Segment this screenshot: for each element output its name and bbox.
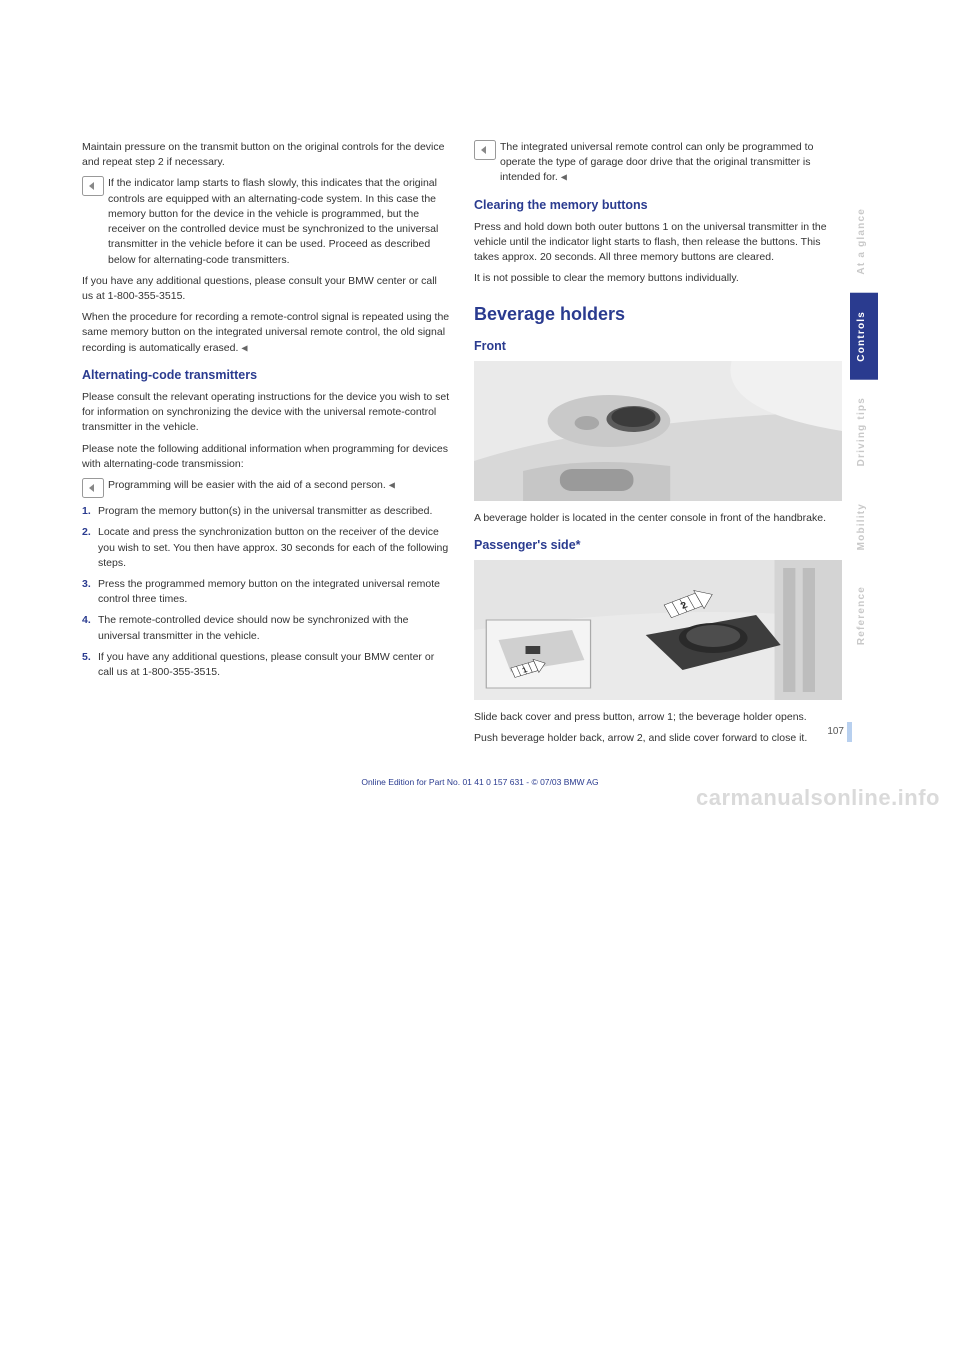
sidebar-tabs: At a glance Controls Driving tips Mobili…	[850, 190, 878, 663]
figure-label: VB04930US	[474, 458, 478, 497]
heading-alternating-code: Alternating-code transmitters	[82, 366, 450, 384]
tip-text: If the indicator lamp starts to flash sl…	[108, 176, 450, 267]
figure-front-holder: VB04930US	[474, 361, 842, 501]
figure-label: VB04940US	[474, 658, 478, 697]
para-clear-buttons: Press and hold down both outer buttons 1…	[474, 220, 842, 266]
tip-second-person: Programming will be easier with the aid …	[82, 478, 450, 498]
heading-clearing-memory: Clearing the memory buttons	[474, 196, 842, 214]
list-text: Program the memory button(s) in the univ…	[98, 504, 450, 519]
list-text: Locate and press the synchronization but…	[98, 525, 450, 571]
list-item: 1.Program the memory button(s) in the un…	[82, 504, 450, 519]
tip-garage-door: The integrated universal remote control …	[474, 140, 842, 186]
para-repeat-erase: When the procedure for recording a remot…	[82, 310, 450, 356]
programming-steps-list: 1.Program the memory button(s) in the un…	[82, 504, 450, 680]
tip-second-person-text: Programming will be easier with the aid …	[108, 479, 386, 491]
tip-text: Programming will be easier with the aid …	[108, 478, 450, 493]
tab-reference[interactable]: Reference	[850, 568, 878, 663]
page-number: 107	[827, 726, 844, 737]
para-front-holder: A beverage holder is located in the cent…	[474, 511, 842, 526]
list-text: If you have any additional questions, pl…	[98, 650, 450, 680]
tab-mobility[interactable]: Mobility	[850, 485, 878, 568]
end-marker-icon: ◀	[241, 343, 247, 352]
tab-at-a-glance[interactable]: At a glance	[850, 190, 878, 293]
right-column: The integrated universal remote control …	[474, 140, 878, 753]
page-number-bar	[847, 722, 852, 742]
list-number: 2.	[82, 525, 98, 571]
para-note-additional: Please note the following additional inf…	[82, 442, 450, 472]
watermark: carmanualsonline.info	[696, 785, 940, 811]
list-item: 5.If you have any additional questions, …	[82, 650, 450, 680]
tip-icon	[82, 176, 104, 196]
list-number: 5.	[82, 650, 98, 680]
heading-front: Front	[474, 337, 842, 355]
tab-driving-tips[interactable]: Driving tips	[850, 379, 878, 484]
end-marker-icon: ◀	[561, 173, 567, 182]
list-number: 1.	[82, 504, 98, 519]
list-item: 2.Locate and press the synchronization b…	[82, 525, 450, 571]
end-marker-icon: ◀	[389, 480, 395, 489]
para-clear-individually: It is not possible to clear the memory b…	[474, 271, 842, 286]
para-additional-questions-1: If you have any additional questions, pl…	[82, 274, 450, 304]
heading-beverage-holders: Beverage holders	[474, 301, 842, 327]
left-column: Maintain pressure on the transmit button…	[82, 140, 450, 753]
tip-icon	[474, 140, 496, 160]
para-repeat-erase-text: When the procedure for recording a remot…	[82, 311, 449, 353]
para-maintain-pressure: Maintain pressure on the transmit button…	[82, 140, 450, 170]
para-passenger-close: Push beverage holder back, arrow 2, and …	[474, 731, 842, 746]
list-number: 3.	[82, 577, 98, 607]
para-passenger-open: Slide back cover and press button, arrow…	[474, 710, 842, 725]
list-text: Press the programmed memory button on th…	[98, 577, 450, 607]
tip-alternating-code: If the indicator lamp starts to flash sl…	[82, 176, 450, 267]
list-number: 4.	[82, 613, 98, 643]
page: At a glance Controls Driving tips Mobili…	[0, 0, 960, 827]
figure-passenger-holder: 2 1 VB04940US	[474, 560, 842, 700]
list-text: The remote-controlled device should now …	[98, 613, 450, 643]
content-columns: Maintain pressure on the transmit button…	[82, 140, 878, 753]
list-item: 4.The remote-controlled device should no…	[82, 613, 450, 643]
tip-text: The integrated universal remote control …	[500, 140, 842, 186]
heading-passenger-side: Passenger's side*	[474, 536, 842, 554]
para-consult-instructions: Please consult the relevant operating in…	[82, 390, 450, 436]
tab-controls[interactable]: Controls	[850, 293, 878, 380]
list-item: 3.Press the programmed memory button on …	[82, 577, 450, 607]
tip-garage-door-text: The integrated universal remote control …	[500, 141, 813, 183]
tip-icon	[82, 478, 104, 498]
